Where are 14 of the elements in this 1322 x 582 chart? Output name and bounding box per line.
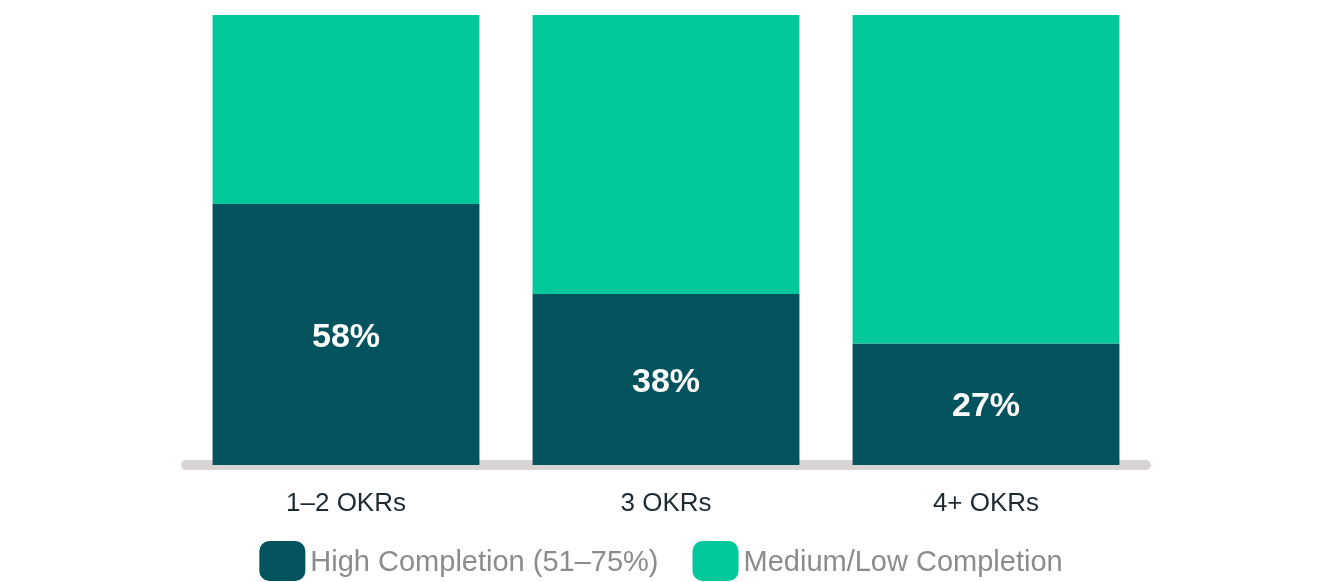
legend-label: High Completion (51–75%) [310,545,659,577]
bar [852,343,1120,465]
x-tick-label: 4+ OKRs [932,487,1040,517]
legend-label: Medium/Low Completion [743,545,1063,577]
data-label: 38% [631,360,701,399]
x-tick-label: 3 OKRs [620,487,712,517]
bar [532,294,800,465]
bar [852,15,1120,344]
bar [532,15,800,294]
x-tick-label: 1–2 OKRs [286,487,406,517]
bar [212,204,480,465]
bar [212,15,480,204]
data-label: 58% [311,315,381,354]
data-label: 27% [951,385,1021,424]
